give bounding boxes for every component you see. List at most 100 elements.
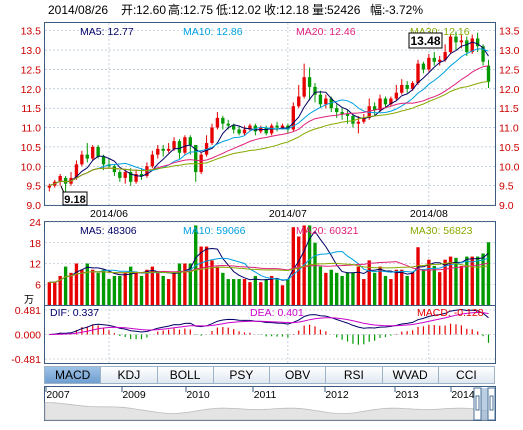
volume-bar — [161, 275, 165, 305]
candle-body — [237, 129, 241, 134]
candle-body — [221, 117, 225, 124]
price-tick-left: 13.0 — [21, 45, 42, 57]
overview-year-label: 2009 — [122, 389, 146, 401]
volume-bar — [275, 279, 279, 305]
tab-rsi[interactable]: RSI — [326, 366, 383, 384]
price-date-tick: 2014/08 — [410, 208, 448, 220]
volume-axes: 24 18 12 6 — [29, 217, 41, 291]
price-tick-left: 13.5 — [21, 26, 42, 38]
volume-unit-label: 万 — [24, 295, 34, 306]
tab-macd[interactable]: MACD — [44, 366, 102, 384]
header-high-label: 高: — [168, 2, 183, 17]
volume-bar — [139, 275, 144, 305]
candle-body — [118, 172, 122, 178]
macd-tick: 0.000 — [15, 330, 41, 342]
volume-bar — [248, 282, 252, 305]
volume-bar — [118, 275, 122, 305]
candle-body — [356, 121, 361, 124]
macd-legend-macd: MACD: -0.128 — [417, 307, 484, 319]
candle-body — [307, 77, 312, 87]
macd-dif-line — [49, 308, 489, 335]
macd-legend: DIF: 0.337 DEA: 0.401 MACD: -0.128 — [50, 307, 484, 319]
volume-bar — [221, 272, 225, 305]
volume-bar — [351, 272, 355, 305]
indicator-tabs: MACD KDJ BOLL PSY OBV RSI WVAD CCI — [44, 366, 495, 384]
volume-bar — [443, 259, 447, 305]
candle-body — [215, 117, 220, 128]
volume-bar — [204, 246, 209, 305]
volume-bar — [47, 282, 52, 305]
volume-bar — [237, 279, 241, 305]
price-tick-right: 13.0 — [499, 45, 520, 57]
candle-body — [438, 59, 442, 62]
volume-bar — [85, 263, 89, 305]
overview-left-grip-icon — [475, 395, 480, 411]
tab-kdj[interactable]: KDJ — [101, 366, 158, 384]
volume-bar — [107, 279, 111, 305]
candle-body — [475, 38, 480, 47]
volume-bar — [156, 272, 160, 305]
volume-bar — [259, 282, 263, 305]
min-annotation-label: 9.18 — [64, 194, 85, 206]
candle-body — [432, 57, 436, 62]
price-tick-left: 12.0 — [21, 84, 42, 96]
macd-legend-dea: DEA: 0.401 — [250, 307, 304, 319]
volume-bar — [356, 266, 361, 305]
volume-bar — [63, 266, 68, 305]
tab-cci[interactable]: CCI — [438, 366, 495, 384]
volume-bar — [53, 282, 57, 305]
candle-body — [166, 148, 171, 151]
price-tick-right: 12.5 — [499, 64, 520, 76]
candle-body — [101, 156, 106, 165]
candle-body — [340, 112, 344, 114]
volume-bar — [210, 260, 214, 305]
volume-bar — [74, 263, 79, 305]
overview-scroll-handles[interactable] — [473, 387, 496, 421]
price-ma10-line — [49, 48, 489, 187]
price-tick-left: 11.0 — [21, 123, 41, 135]
volume-bar — [134, 272, 138, 305]
volume-bar — [389, 279, 393, 305]
candle-body — [362, 117, 366, 122]
candle-body — [226, 123, 230, 126]
volume-bar — [459, 265, 464, 305]
candle-body — [204, 143, 209, 155]
candle-body — [389, 98, 393, 105]
overview-left-handle[interactable] — [473, 387, 482, 421]
price-tick-right: 12.0 — [499, 84, 520, 96]
macd-dea-line — [49, 311, 489, 335]
candle-body — [465, 40, 469, 53]
candle-body — [405, 84, 409, 89]
candle-body — [128, 172, 133, 182]
candle-body — [297, 96, 301, 107]
candle-body — [481, 46, 485, 62]
volume-legend-ma30: MA30: 56823 — [410, 225, 473, 237]
tab-wvad[interactable]: WVAD — [382, 366, 439, 384]
volume-bar — [432, 265, 436, 305]
overview-strip[interactable]: 2007 2009 2010 2011 2012 2013 2014 — [44, 387, 496, 421]
candle-body — [345, 114, 350, 116]
candle-body — [58, 175, 62, 182]
overview-selection — [480, 388, 489, 420]
max-annotation-box — [408, 32, 443, 49]
volume-bar — [215, 266, 220, 305]
candle-body — [172, 141, 176, 149]
tab-psy[interactable]: PSY — [213, 366, 270, 384]
header-change: -3.72% — [385, 3, 423, 17]
tab-obv[interactable]: OBV — [270, 366, 327, 384]
macd-legend-dif: DIF: 0.337 — [50, 307, 99, 319]
overview-right-handle[interactable] — [487, 387, 496, 421]
volume-bar — [427, 259, 431, 305]
candle-body — [280, 125, 285, 128]
volume-bar — [280, 285, 285, 305]
candle-body — [443, 52, 447, 60]
candle-body — [378, 98, 382, 111]
overview-year-label: 2013 — [395, 389, 419, 401]
volume-bar — [172, 272, 176, 305]
volume-tick: 24 — [29, 217, 41, 229]
candle-body — [161, 148, 165, 151]
volume-bar — [383, 275, 388, 305]
tab-boll[interactable]: BOLL — [157, 366, 214, 384]
overview-year-label: 2014 — [451, 389, 475, 401]
candle-body — [318, 94, 323, 105]
